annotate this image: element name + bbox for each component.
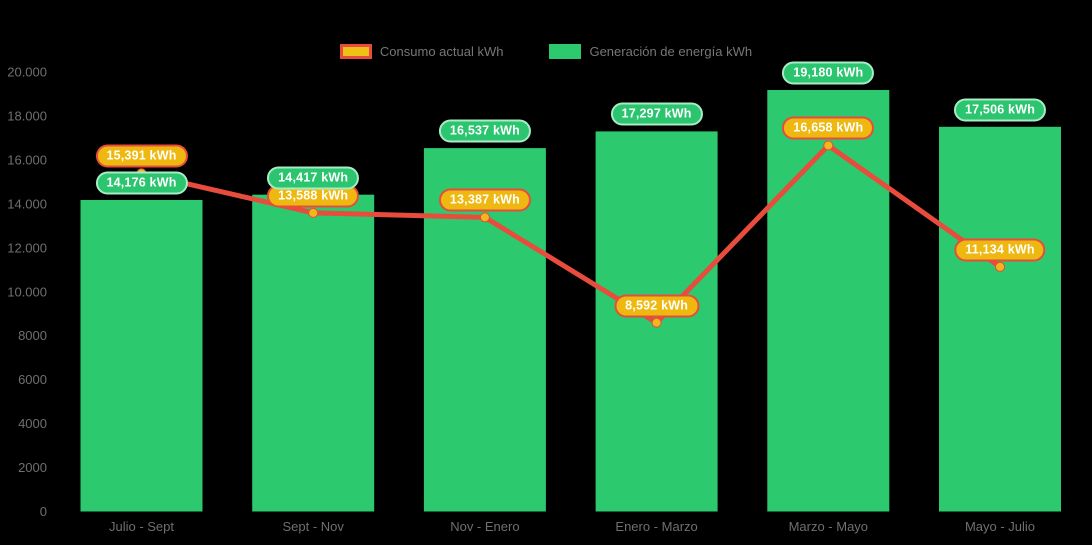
legend-item-consumo[interactable]: Consumo actual kWh — [339, 44, 504, 59]
y-axis-tick-label: 4000 — [18, 416, 47, 431]
y-axis-tick-label: 0 — [40, 504, 47, 519]
x-axis-category-label: Sept - Nov — [282, 519, 344, 534]
legend-item-generacion[interactable]: Generación de energía kWh — [549, 44, 752, 59]
bar-generacion-5[interactable] — [939, 126, 1061, 512]
consumo-point-5[interactable] — [995, 261, 1005, 272]
chart-legend: Consumo actual kWh Generación de energía… — [0, 44, 1092, 59]
y-axis-tick-label: 10.000 — [7, 284, 47, 299]
x-axis-category-label: Enero - Marzo — [615, 519, 697, 534]
y-axis-tick-label: 20.000 — [7, 65, 47, 80]
legend-label-generacion: Generación de energía kWh — [589, 44, 753, 59]
y-axis-tick-label: 8000 — [18, 328, 47, 343]
consumo-point-4[interactable] — [823, 140, 834, 151]
bar-generacion-0[interactable] — [80, 199, 203, 512]
x-axis-category-label: Marzo - Mayo — [789, 519, 868, 534]
consumo-point-2[interactable] — [479, 212, 490, 223]
consumo-point-0[interactable] — [136, 168, 147, 179]
consumo-point-3[interactable] — [651, 317, 662, 328]
x-axis-category-label: Julio - Sept — [109, 519, 174, 534]
consumo-point-1[interactable] — [308, 207, 319, 218]
y-axis-tick-label: 2000 — [18, 460, 47, 475]
bar-generacion-2[interactable] — [423, 148, 546, 512]
legend-label-consumo: Consumo actual kWh — [379, 44, 504, 59]
bar-generacion-4[interactable] — [767, 90, 890, 512]
y-axis-tick-label: 16.000 — [7, 152, 47, 167]
consumo-swatch-icon — [339, 44, 372, 59]
y-axis-tick-label: 6000 — [18, 372, 47, 387]
x-axis-category-label: Mayo - Julio — [965, 519, 1035, 534]
y-axis-tick-label: 12.000 — [7, 240, 47, 255]
generacion-swatch-icon — [549, 44, 582, 59]
bar-generacion-1[interactable] — [252, 194, 375, 512]
x-axis-category-label: Nov - Enero — [450, 519, 519, 534]
y-axis-tick-label: 18.000 — [7, 108, 47, 123]
y-axis-tick-label: 14.000 — [7, 196, 47, 211]
